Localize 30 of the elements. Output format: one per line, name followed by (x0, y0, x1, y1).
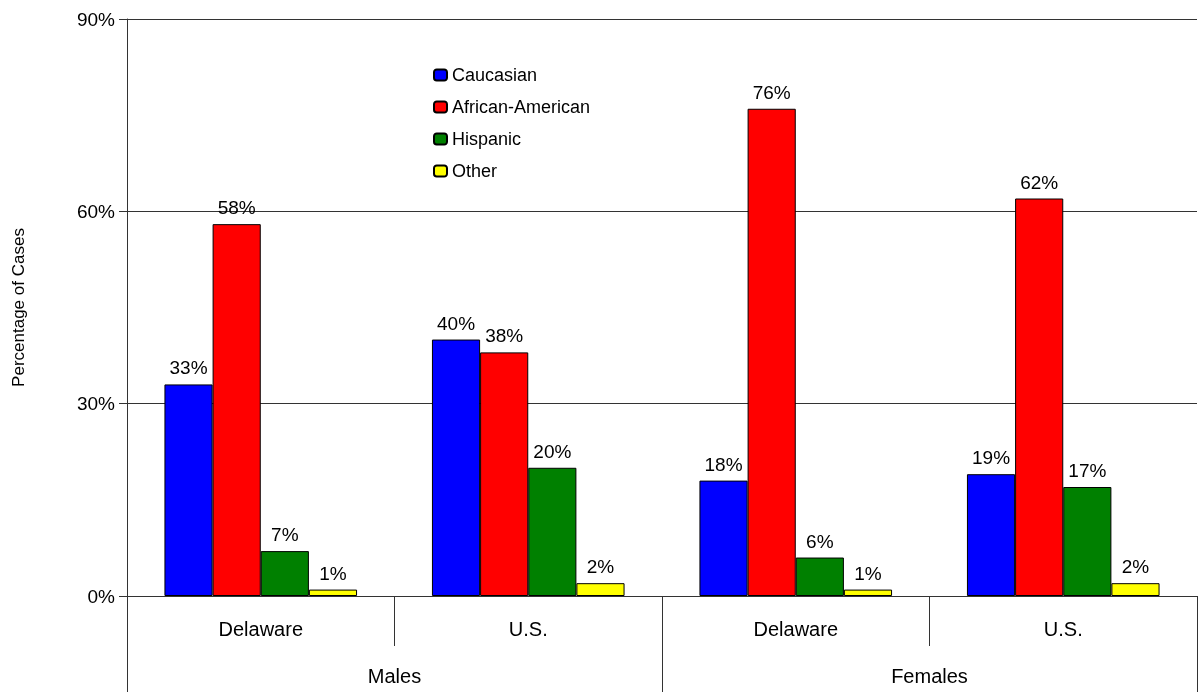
data-label: 40% (437, 312, 476, 334)
x-tick-label: Delaware (218, 618, 303, 640)
y-tick-label: 0% (87, 585, 116, 607)
y-axis-title: Percentage of Cases (9, 228, 28, 387)
x-tick-label: Delaware (753, 618, 838, 640)
data-label: 1% (319, 562, 347, 584)
x-tick-label: U.S. (508, 618, 548, 640)
data-label: 1% (854, 562, 882, 584)
y-tick-label: 60% (76, 200, 116, 222)
data-label: 18% (704, 453, 743, 475)
legend-label: Caucasian (452, 65, 538, 85)
x-tick-label: U.S. (1043, 618, 1083, 640)
data-label: 2% (586, 556, 615, 578)
legend-label: African-American (452, 97, 591, 117)
legend-label: Other (452, 161, 498, 181)
data-label: 33% (169, 357, 208, 379)
legend-label: Hispanic (452, 129, 522, 149)
data-label: 38% (485, 325, 524, 347)
y-tick-label: 30% (76, 393, 116, 415)
data-label: 6% (806, 530, 834, 552)
data-label: 62% (1020, 171, 1059, 193)
y-tick-label: 90% (76, 8, 116, 30)
data-label: 76% (752, 81, 791, 103)
text: Females (891, 665, 968, 687)
data-label: 20% (533, 440, 572, 462)
data-label: 2% (1121, 556, 1150, 578)
data-label: 19% (972, 447, 1011, 469)
text: Males (367, 665, 422, 687)
data-label: 7% (271, 524, 299, 546)
data-label: 17% (1068, 460, 1107, 482)
